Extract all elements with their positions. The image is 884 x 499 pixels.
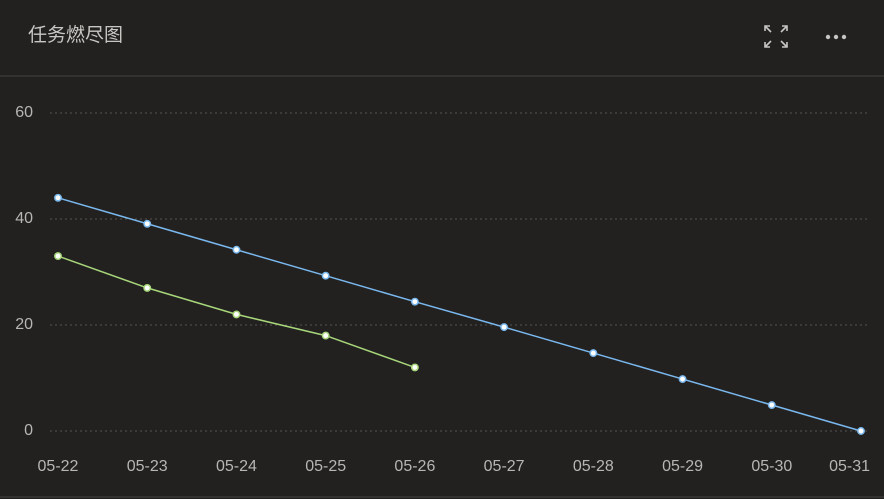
x-tick-label: 05-29 (662, 458, 703, 475)
chart-title: 任务燃尽图 (28, 24, 123, 46)
data-point (678, 375, 687, 384)
y-tick-label: 60 (15, 104, 33, 121)
x-tick-label: 05-30 (751, 458, 792, 475)
data-point (589, 349, 598, 358)
data-point (232, 245, 241, 254)
data-point (410, 297, 419, 306)
data-point (54, 193, 62, 202)
x-tick-label: 05-26 (394, 458, 435, 475)
x-tick-label: 05-27 (484, 458, 525, 475)
series-line (57, 197, 862, 432)
data-point (857, 427, 865, 435)
y-tick-label: 0 (24, 422, 33, 439)
x-tick-label: 05-25 (305, 458, 346, 475)
x-tick-label: 05-28 (573, 458, 614, 475)
data-point (321, 331, 330, 340)
x-tick-label: 05-23 (127, 458, 168, 475)
data-point (767, 401, 776, 409)
x-tick-label: 05-24 (216, 458, 257, 475)
data-point (54, 252, 62, 261)
data-point (321, 271, 330, 280)
data-point (143, 283, 152, 292)
y-tick-label: 40 (15, 210, 33, 227)
data-point (232, 310, 241, 319)
x-tick-label: 05-31 (829, 458, 870, 475)
data-point (410, 363, 419, 372)
more-icon[interactable] (825, 34, 847, 40)
y-tick-label: 20 (15, 316, 33, 333)
fullscreen-icon[interactable] (764, 25, 788, 48)
data-point (500, 323, 509, 332)
data-point (143, 219, 152, 228)
x-tick-label: 05-22 (38, 458, 79, 475)
